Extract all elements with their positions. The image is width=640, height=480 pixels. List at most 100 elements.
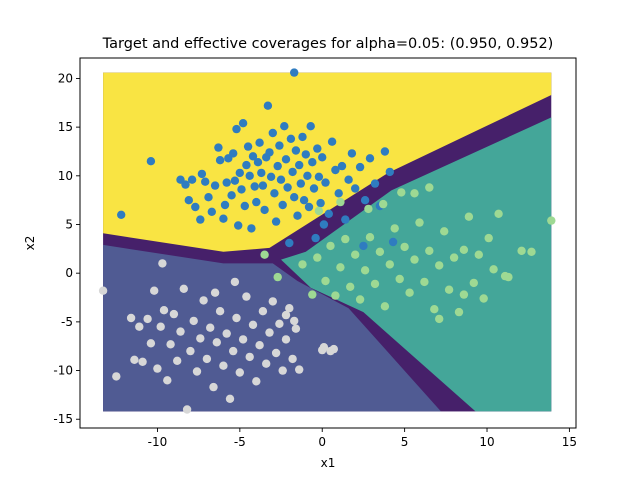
scatter-point-series-0 xyxy=(238,119,248,128)
y-tick-label: -5 xyxy=(61,315,73,329)
scatter-point-series-0 xyxy=(298,132,307,142)
scatter-point-series-2 xyxy=(459,245,469,254)
scatter-point-series-0 xyxy=(281,155,291,164)
y-axis-label: x2 xyxy=(23,236,37,251)
scatter-point-series-0 xyxy=(290,193,299,202)
y-tick-label: 15 xyxy=(58,120,73,134)
scatter-point-series-0 xyxy=(215,156,225,165)
scatter-point-series-2 xyxy=(435,261,444,270)
scatter-point-series-0 xyxy=(210,181,220,190)
scatter-point-series-2 xyxy=(430,305,439,314)
scatter-point-series-0 xyxy=(271,217,281,226)
scatter-point-series-0 xyxy=(321,178,330,187)
scatter-point-series-1 xyxy=(238,335,248,344)
scatter-point-series-0 xyxy=(255,138,264,147)
scatter-point-series-2 xyxy=(360,266,370,275)
scatter-point-series-0 xyxy=(184,196,193,205)
scatter-point-series-0 xyxy=(235,168,244,178)
scatter-point-series-0 xyxy=(288,167,297,177)
region-right xyxy=(281,117,552,412)
scatter-point-series-2 xyxy=(517,246,526,255)
scatter-point-series-0 xyxy=(268,128,277,138)
x-tick-label: -10 xyxy=(148,435,168,449)
scatter-point-series-0 xyxy=(308,158,317,167)
scatter-point-series-0 xyxy=(273,161,282,171)
scatter-point-series-0 xyxy=(278,200,287,210)
scatter-point-series-2 xyxy=(484,233,493,243)
scatter-point-series-1 xyxy=(285,304,294,313)
scatter-point-series-1 xyxy=(288,354,297,364)
scatter-point-series-1 xyxy=(150,286,159,295)
scatter-point-series-1 xyxy=(281,310,291,320)
scatter-point-series-0 xyxy=(243,142,253,151)
scatter-point-series-0 xyxy=(250,182,259,191)
scatter-point-series-2 xyxy=(321,276,330,286)
scatter-point-series-0 xyxy=(204,193,213,202)
scatter-point-series-0 xyxy=(258,181,268,190)
y-axis-ticks: -15 -10 -5 0 5 10 15 20 xyxy=(53,71,80,426)
scatter-point-series-1 xyxy=(329,344,338,354)
scatter-point-series-0 xyxy=(248,152,258,161)
scatter-point-series-2 xyxy=(379,199,388,209)
scatter-point-series-2 xyxy=(410,255,419,264)
scatter-point-series-0 xyxy=(196,215,205,224)
scatter-point-series-1 xyxy=(278,366,287,375)
scatter-point-series-1 xyxy=(135,322,144,331)
x-axis-label: x1 xyxy=(321,456,336,470)
y-tick-label: 0 xyxy=(65,266,73,280)
scatter-point-series-0 xyxy=(318,153,327,162)
scatter-point-series-0 xyxy=(265,148,274,157)
scatter-point-series-1 xyxy=(319,343,329,352)
scatter-point-series-0 xyxy=(296,179,305,188)
scatter-point-series-1 xyxy=(209,382,218,392)
scatter-point-series-0 xyxy=(299,196,309,205)
y-tick-label: -15 xyxy=(53,412,73,426)
scatter-point-series-0 xyxy=(197,169,207,179)
scatter-point-series-2 xyxy=(547,216,556,225)
scatter-point-series-1 xyxy=(222,329,231,338)
scatter-point-series-0 xyxy=(117,210,126,219)
scatter-point-series-2 xyxy=(351,250,360,259)
scatter-point-series-0 xyxy=(229,149,238,158)
scatter-point-series-0 xyxy=(201,177,210,186)
scatter-point-series-0 xyxy=(324,209,333,218)
scatter-point-series-0 xyxy=(309,184,319,193)
scatter-point-series-1 xyxy=(196,334,205,343)
scatter-point-series-0 xyxy=(234,221,243,230)
scatter-point-series-0 xyxy=(222,178,231,187)
scatter-point-series-0 xyxy=(214,143,223,152)
scatter-point-series-1 xyxy=(158,259,167,268)
scatter-point-series-2 xyxy=(504,272,513,282)
scatter-point-series-2 xyxy=(449,253,459,262)
scatter-point-series-0 xyxy=(237,185,246,194)
scatter-point-series-0 xyxy=(360,196,370,205)
scatter-point-series-0 xyxy=(347,149,357,158)
scatter-point-series-2 xyxy=(273,272,282,282)
scatter-point-series-0 xyxy=(370,179,380,188)
scatter-point-series-2 xyxy=(336,197,345,207)
scatter-point-series-0 xyxy=(245,171,254,180)
scatter-point-series-0 xyxy=(380,147,390,156)
scatter-point-series-1 xyxy=(98,286,108,295)
scatter-point-series-1 xyxy=(245,352,254,362)
scatter-point-series-0 xyxy=(341,215,350,224)
scatter-point-series-0 xyxy=(191,202,200,212)
scatter-point-series-0 xyxy=(247,224,256,233)
scatter-point-series-0 xyxy=(276,175,286,184)
scatter-point-series-0 xyxy=(301,150,310,159)
scatter-point-series-0 xyxy=(313,144,322,153)
y-tick-label: -10 xyxy=(53,364,73,378)
scatter-point-series-1 xyxy=(189,316,198,326)
scatter-point-series-0 xyxy=(293,211,302,220)
scatter-point-series-1 xyxy=(192,367,202,376)
data-points xyxy=(98,68,556,414)
scatter-point-series-0 xyxy=(257,168,266,178)
scatter-point-series-1 xyxy=(242,292,251,301)
scatter-point-series-2 xyxy=(479,294,488,303)
scatter-point-series-1 xyxy=(179,284,188,293)
scatter-point-series-0 xyxy=(263,101,273,110)
scatter-point-series-2 xyxy=(410,189,419,198)
scatter-point-series-2 xyxy=(260,250,269,259)
y-tick-label: 20 xyxy=(58,71,73,85)
scatter-point-series-0 xyxy=(306,122,315,131)
